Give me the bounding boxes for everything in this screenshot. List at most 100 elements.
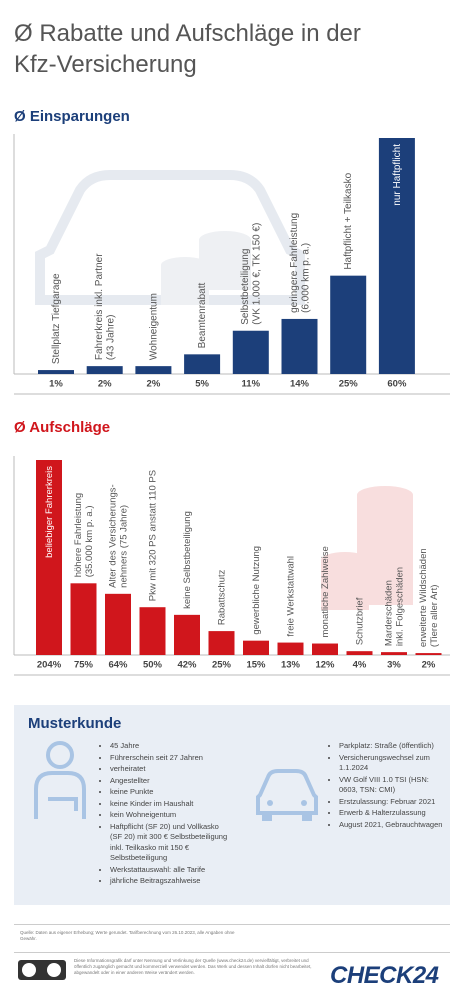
bar-label-line: Beamtenrabatt: [197, 283, 208, 349]
source-note: Quelle: Daten aus eigener Erhebung; Wert…: [20, 930, 235, 941]
bar-label-line: Fahrerkreis inkl. Partner: [94, 253, 105, 360]
bar-label: Alter des Versicherungs-nehmers (75 Jahr…: [107, 484, 129, 588]
bar-label: monatliche Zahlweise: [320, 546, 331, 637]
bar: [184, 354, 221, 374]
bar-label-group: Haftpflicht + Teilkasko: [343, 172, 354, 269]
bar-label-group: geringere Fahrleistung(6.000 km p. a.): [288, 213, 311, 313]
list-item: VW Golf VIII 1.0 TSI (HSN: 0603, TSN: CM…: [339, 775, 449, 796]
logo: CHECK24: [330, 962, 439, 989]
bar-label-group: Beamtenrabatt: [197, 283, 208, 349]
bar-label-group: Fahrerkreis inkl. Partner(43 Jahre): [94, 253, 117, 360]
bar-label-line: nehmers (75 Jahre): [118, 505, 129, 588]
bar-label-line: Alter des Versicherungs-: [107, 484, 118, 588]
background-coins: [161, 231, 251, 305]
list-item: verheiratet: [110, 764, 228, 775]
list-item: keine Kinder im Haushalt: [110, 799, 228, 810]
bar: [312, 643, 338, 655]
list-item: Erwerb & Halterzulassung: [339, 808, 449, 819]
bar-label: freie Werkstattwahl: [285, 556, 296, 637]
bar-label-line: keine Selbstbeteiligung: [182, 511, 193, 609]
bar-label-group: höhere Fahrleistung(35.000 km p. a.): [73, 493, 95, 578]
bar-label: keine Selbstbeteiligung: [182, 511, 193, 609]
value-label: 15%: [246, 660, 266, 671]
value-label: 60%: [387, 379, 407, 390]
bar-label-group: Rabattschutz: [216, 569, 227, 625]
value-label: 12%: [315, 660, 335, 671]
bar-label-line: Pkw mit 320 PS anstatt 110 PS: [147, 470, 158, 601]
bar-label: Marderschädeninkl. Folgeschäden: [383, 567, 405, 646]
bar-label-group: erweiterte Wildschäden(Tiere aller Art): [418, 548, 440, 647]
bar-label: Fahrerkreis inkl. Partner(43 Jahre): [94, 253, 117, 360]
bar: [105, 593, 131, 655]
value-label: 50%: [143, 660, 163, 671]
bar-label-line: erweiterte Wildschäden: [418, 548, 429, 647]
bar-label-line: (6.000 km p. a.): [300, 243, 311, 313]
license-note: Diese Informationsgrafik darf unter Nenn…: [74, 958, 312, 975]
bar: [232, 330, 269, 374]
bar-label-line: beliebiger Fahrerkreis: [44, 466, 55, 558]
list-item: keine Punkte: [110, 787, 228, 798]
value-label: 13%: [281, 660, 301, 671]
value-label: 4%: [353, 660, 367, 671]
bar-label-line: (43 Jahre): [105, 315, 116, 361]
bar-label-line: monatliche Zahlweise: [320, 546, 331, 637]
bar: [415, 653, 442, 655]
value-label: 25%: [212, 660, 232, 671]
bar-label-line: gewerbliche Nutzung: [251, 546, 262, 635]
value-label: 75%: [74, 660, 94, 671]
bar-label-group: nur Haftpflicht: [392, 144, 403, 206]
value-label: 5%: [195, 379, 209, 390]
vehicle-list: Parkplatz: Straße (öffentlich)Versicheru…: [329, 741, 449, 831]
bar-label-group: Marderschädeninkl. Folgeschäden: [383, 567, 405, 646]
bar-label: höhere Fahrleistung(35.000 km p. a.): [73, 493, 95, 578]
bar: [135, 366, 172, 374]
bar-label: nur Haftpflicht: [392, 144, 403, 206]
bar-label-group: monatliche Zahlweise: [320, 546, 331, 637]
list-item: Parkplatz: Straße (öffentlich): [339, 741, 449, 752]
separator: [14, 924, 450, 925]
bar-label-line: Marderschäden: [383, 580, 394, 646]
bar-label-group: beliebiger Fahrerkreis: [44, 466, 55, 558]
bar-label-line: Selbstbeteiligung: [240, 249, 251, 325]
value-label: 2%: [147, 379, 161, 390]
bar-label-line: höhere Fahrleistung: [73, 493, 84, 578]
value-label: 64%: [108, 660, 128, 671]
bar-label-group: Pkw mit 320 PS anstatt 110 PS: [147, 470, 158, 601]
bar: [139, 607, 166, 655]
list-item: kein Wohneigentum: [110, 810, 228, 821]
background-car: [35, 170, 305, 305]
bar: [330, 275, 367, 374]
bar-label-line: Rabattschutz: [216, 569, 227, 625]
bar-label-line: Stellplatz Tiefgarage: [51, 273, 62, 364]
value-label: 25%: [339, 379, 359, 390]
bar: [86, 366, 123, 374]
bar: [70, 583, 97, 655]
value-label: 11%: [242, 379, 261, 390]
bar-label: geringere Fahrleistung(6.000 km p. a.): [288, 213, 311, 313]
bar-label: beliebiger Fahrerkreis: [44, 466, 55, 558]
bar-label: erweiterte Wildschäden(Tiere aller Art): [418, 548, 440, 647]
bar-label: Stellplatz Tiefgarage: [51, 273, 62, 364]
bar-label-line: freie Werkstattwahl: [285, 556, 296, 637]
bar: [243, 640, 269, 655]
list-item: August 2021, Gebrauchtwagen: [339, 820, 449, 831]
bar-label-line: geringere Fahrleistung: [288, 213, 299, 313]
bar-label-line: inkl. Folgeschäden: [394, 567, 405, 646]
bar-label-line: Wohneigentum: [148, 293, 159, 360]
list-item: jährliche Beitragszahlweise: [110, 876, 228, 887]
bar: [174, 614, 200, 655]
list-item: Angestellter: [110, 776, 228, 787]
list-item: Erstzulassung: Februar 2021: [339, 797, 449, 808]
bar-label: Haftpflicht + Teilkasko: [343, 172, 354, 269]
bar-label: Beamtenrabatt: [197, 283, 208, 349]
value-label: 42%: [177, 660, 197, 671]
bar-label-line: (VK 1.000 €, TK 150 €): [251, 223, 262, 325]
separator: [14, 952, 450, 953]
bar-label: Rabattschutz: [216, 569, 227, 625]
bar-label-line: (35.000 km p. a.): [84, 505, 95, 577]
bar-label-group: freie Werkstattwahl: [285, 556, 296, 637]
bar-label: gewerbliche Nutzung: [251, 546, 262, 635]
bar: [38, 370, 74, 374]
charts: Ø Einsparungen 1% Stellplatz Tiefgarage 2% F…: [13, 108, 450, 676]
